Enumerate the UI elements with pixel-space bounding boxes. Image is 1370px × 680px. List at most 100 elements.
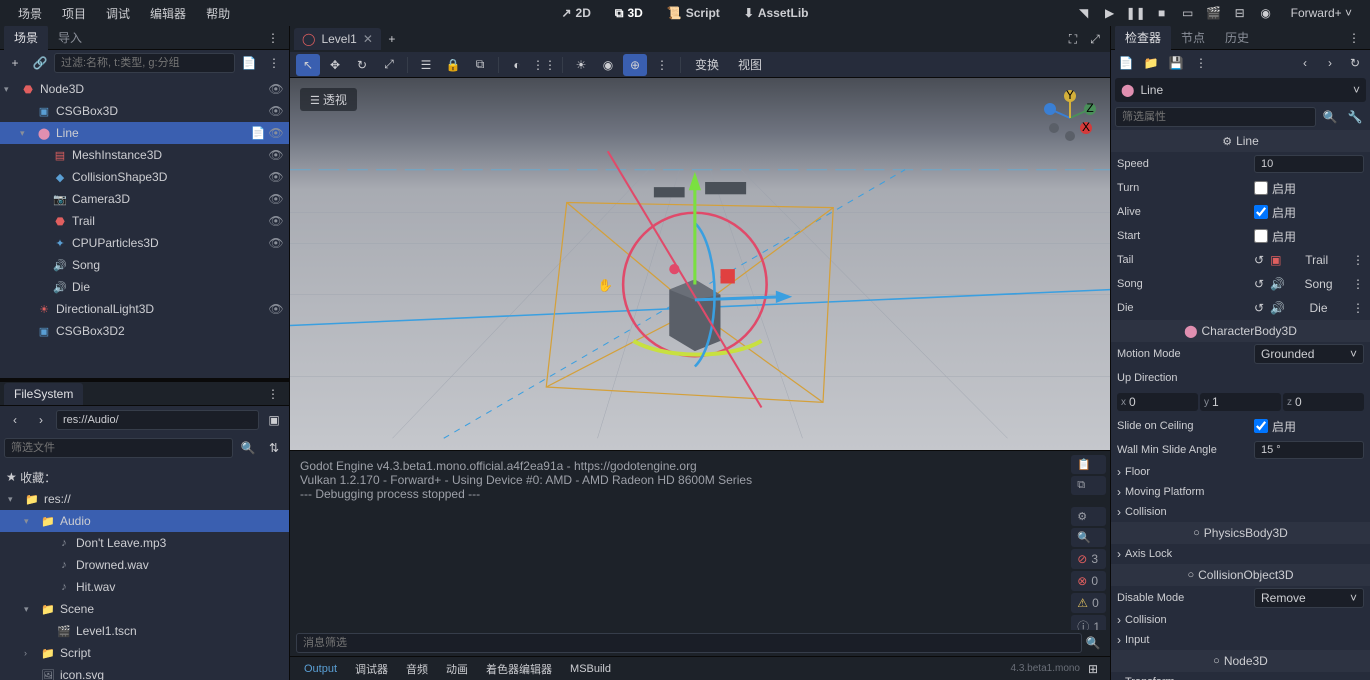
visibility-icon[interactable]: 👁 xyxy=(267,170,285,184)
output-search-icon[interactable]: 🔍 xyxy=(1082,632,1104,654)
visibility-icon[interactable]: 👁 xyxy=(267,148,285,162)
tab-animation[interactable]: 动画 xyxy=(438,658,476,680)
prop-speed-input[interactable] xyxy=(1254,155,1364,173)
visibility-icon[interactable]: 👁 xyxy=(267,126,285,140)
path-fwd-icon[interactable]: › xyxy=(30,409,52,431)
insp-filter-input[interactable] xyxy=(1115,107,1316,127)
reset-icon[interactable]: ↺ xyxy=(1254,301,1264,315)
reset-icon[interactable]: ↺ xyxy=(1254,253,1264,267)
menu-transform[interactable]: 变换 xyxy=(687,53,727,76)
fs-item-don-t-leave-mp3[interactable]: ♪Don't Leave.mp3 xyxy=(0,532,289,554)
tab-assetlib[interactable]: ⬇ AssetLib xyxy=(736,3,817,23)
fs-item-scene[interactable]: ▾📁Scene xyxy=(0,598,289,620)
tab-filesystem[interactable]: FileSystem xyxy=(4,383,83,405)
fs-item-drowned-wav[interactable]: ♪Drowned.wav xyxy=(0,554,289,576)
visibility-icon[interactable]: 👁 xyxy=(267,82,285,96)
insp-more-icon[interactable]: ⋮ xyxy=(1190,52,1212,74)
disable-mode-dropdown[interactable]: Remove˅ xyxy=(1254,588,1364,608)
scene-tree[interactable]: ▾⬣Node3D👁▣CSGBox3D👁▾⬤Line📄👁▤MeshInstance… xyxy=(0,76,289,378)
tab-scene-panel[interactable]: 场景 xyxy=(4,25,48,50)
menu-help[interactable]: 帮助 xyxy=(196,1,240,26)
updir-x[interactable]: x0 xyxy=(1117,393,1198,411)
expand-transform[interactable]: Transform xyxy=(1111,672,1370,680)
renderer-dropdown[interactable]: Forward+ ˅ xyxy=(1281,2,1362,24)
copy-log-icon[interactable]: 📋 xyxy=(1071,455,1106,474)
stop-icon[interactable]: ■ xyxy=(1151,2,1173,24)
tab-inspector[interactable]: 检查器 xyxy=(1115,25,1171,50)
fs-item-script[interactable]: ›📁Script xyxy=(0,642,289,664)
section-collobj[interactable]: ○ CollisionObject3D xyxy=(1111,564,1370,586)
path-folder-icon[interactable]: ▣ xyxy=(263,409,285,431)
bottom-expand-icon[interactable]: ⊞ xyxy=(1082,658,1104,680)
tab-output[interactable]: Output xyxy=(296,660,345,678)
select-tool-icon[interactable]: ↖ xyxy=(296,54,320,76)
group-icon[interactable]: ⧉ xyxy=(468,54,492,76)
inspected-node[interactable]: ⬤ Line ˅ xyxy=(1115,78,1366,102)
ruler-icon[interactable]: ◐ xyxy=(505,54,529,76)
search-log-icon[interactable]: 🔍 xyxy=(1071,528,1106,547)
updir-z[interactable]: z0 xyxy=(1283,393,1364,411)
fs-filter-input[interactable] xyxy=(4,438,233,458)
run-remote-icon[interactable]: ▭ xyxy=(1177,2,1199,24)
insp-tool-icon[interactable]: 🔧 xyxy=(1344,106,1366,128)
scene-node-meshinstance3d[interactable]: ▤MeshInstance3D👁 xyxy=(0,144,289,166)
expand-icon[interactable]: ⤢ xyxy=(1084,28,1106,50)
section-line[interactable]: ⚙ Line xyxy=(1111,130,1370,152)
tab-node[interactable]: 节点 xyxy=(1171,25,1215,50)
load-res-icon[interactable]: 📁 xyxy=(1140,52,1162,74)
tab-audio[interactable]: 音频 xyxy=(398,658,436,680)
env-icon[interactable]: ◉ xyxy=(596,54,620,76)
prop-opts-icon[interactable]: ⋮ xyxy=(1352,301,1364,315)
tab-shader[interactable]: 着色器编辑器 xyxy=(478,658,560,680)
movie-icon[interactable]: ◉ xyxy=(1255,2,1277,24)
scene-tab-level1[interactable]: ◯ Level1 ✕ xyxy=(294,28,381,50)
new-res-icon[interactable]: 📄 xyxy=(1115,52,1137,74)
expand-axislock[interactable]: Axis Lock xyxy=(1111,544,1370,564)
scene-node-node3d[interactable]: ▾⬣Node3D👁 xyxy=(0,78,289,100)
run-project-icon[interactable]: ◥ xyxy=(1073,2,1095,24)
path-input[interactable] xyxy=(56,410,259,430)
visibility-icon[interactable]: 👁 xyxy=(267,302,285,316)
scene-node-camera3d[interactable]: 📷Camera3D👁 xyxy=(0,188,289,210)
hist-fwd-icon[interactable]: › xyxy=(1319,52,1341,74)
section-charbody[interactable]: ⬤ CharacterBody3D xyxy=(1111,320,1370,342)
expand-floor[interactable]: Floor xyxy=(1111,462,1370,482)
pause-icon[interactable]: ❚❚ xyxy=(1125,2,1147,24)
insp-search-icon[interactable]: 🔍 xyxy=(1319,106,1341,128)
fs-item-res---[interactable]: ▾📁res:// xyxy=(0,488,289,510)
scene-more-icon[interactable]: ⋮ xyxy=(263,52,285,74)
expand-movplat[interactable]: Moving Platform xyxy=(1111,482,1370,502)
new-tab-icon[interactable]: + xyxy=(381,28,403,50)
add-node-icon[interactable]: + xyxy=(4,52,26,74)
visibility-icon[interactable]: 👁 xyxy=(267,236,285,250)
hist-back-icon[interactable]: ‹ xyxy=(1294,52,1316,74)
tab-script[interactable]: 📜 Script xyxy=(659,3,728,23)
gizmo-icon[interactable]: ⋮ xyxy=(650,54,674,76)
dock-options-icon[interactable]: ⋮ xyxy=(261,31,285,45)
visibility-icon[interactable]: 👁 xyxy=(267,214,285,228)
stat-info[interactable]: ⚠0 xyxy=(1071,593,1106,613)
search-icon[interactable]: 🔍 xyxy=(237,437,259,459)
3d-viewport[interactable]: ☰ 透视 Z Y X xyxy=(290,78,1110,450)
menu-project[interactable]: 项目 xyxy=(52,1,96,26)
path-back-icon[interactable]: ‹ xyxy=(4,409,26,431)
fs-item-level1-tscn[interactable]: 🎬Level1.tscn xyxy=(0,620,289,642)
scene-filter-input[interactable] xyxy=(54,53,235,73)
play-scene-icon[interactable]: 🎬 xyxy=(1203,2,1225,24)
prop-turn-check[interactable] xyxy=(1254,181,1268,195)
scene-node-csgbox3d2[interactable]: ▣CSGBox3D2 xyxy=(0,320,289,342)
fs-item-icon-svg[interactable]: 🖼icon.svg xyxy=(0,664,289,680)
slide-ceil-check[interactable] xyxy=(1254,419,1268,433)
updir-y[interactable]: y1 xyxy=(1200,393,1281,411)
prop-alive-check[interactable] xyxy=(1254,205,1268,219)
scene-node-line[interactable]: ▾⬤Line📄👁 xyxy=(0,122,289,144)
stat-msgs[interactable]: ⓘ1 xyxy=(1071,615,1106,630)
menu-debug[interactable]: 调试 xyxy=(96,1,140,26)
link-node-icon[interactable]: 🔗 xyxy=(29,52,51,74)
stat-errors[interactable]: ⊘3 xyxy=(1071,549,1106,569)
snap-icon[interactable]: ⋮⋮ xyxy=(532,54,556,76)
prop-opts-icon[interactable]: ⋮ xyxy=(1352,277,1364,291)
scene-node-collisionshape3d[interactable]: ◆CollisionShape3D👁 xyxy=(0,166,289,188)
attach-script-icon[interactable]: 📄 xyxy=(238,52,260,74)
lock-icon[interactable]: 🔒 xyxy=(441,54,465,76)
